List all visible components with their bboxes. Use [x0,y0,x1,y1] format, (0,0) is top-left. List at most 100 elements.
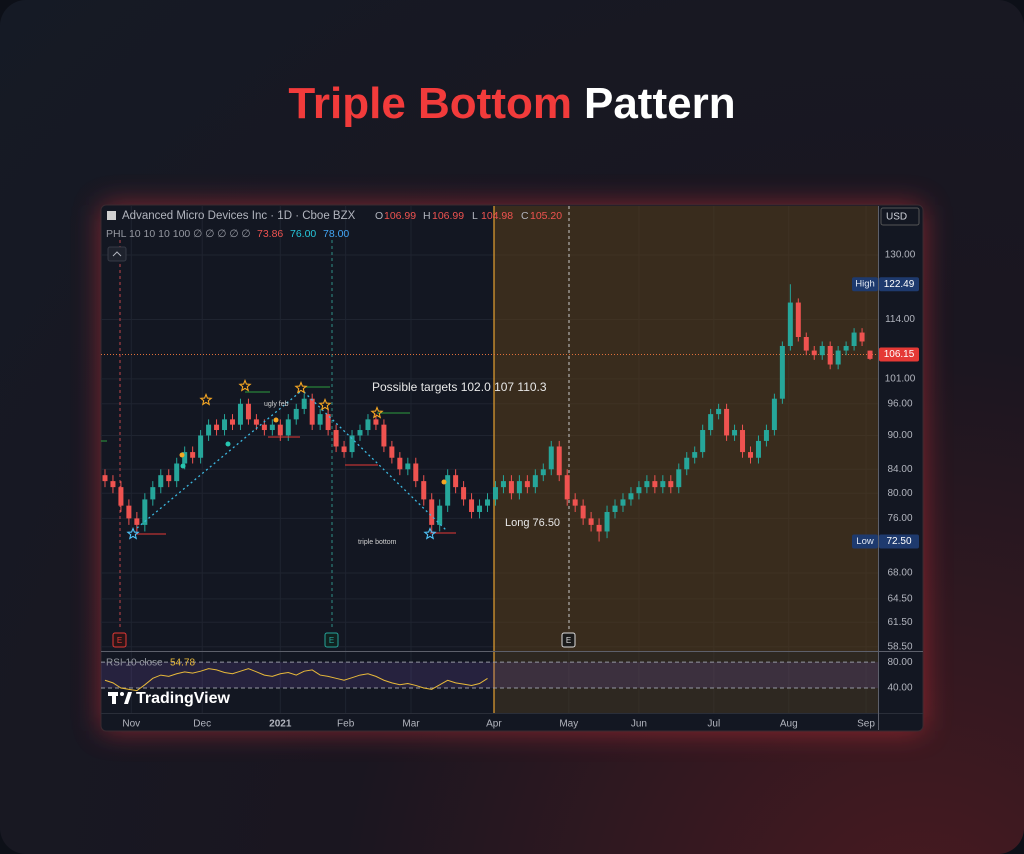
candle-body [732,430,738,436]
last-price-label: 106.15 [884,349,915,360]
candle-body [516,481,522,494]
dot [273,417,279,423]
candle-body [859,332,865,342]
event-label: E [329,636,334,645]
event-marker[interactable] [561,632,576,648]
rsi-tick-label: 40.00 [887,683,912,694]
candle-body [755,440,761,458]
rsi-line [104,668,488,692]
marker-name: High [855,279,875,290]
candle-body [309,398,315,425]
candle-body [110,481,116,488]
marker-box [879,534,919,549]
logo-part [112,692,116,704]
x-tick-label: Apr [486,719,502,730]
indicator-name: PHL 10 10 10 100 ∅ ∅ ∅ ∅ ∅ [106,228,251,240]
candle-body [660,481,666,488]
candle-body [708,414,714,431]
rsi-tick-label: 80.00 [887,657,912,668]
star [199,392,213,406]
candle-body [747,452,753,458]
star [238,378,252,392]
y-tick-label: 96.00 [887,398,912,409]
candle-body [628,493,634,500]
y-tick-label: 114.00 [885,314,915,325]
candle-body [700,430,706,453]
candle-body [485,499,491,506]
candle-body [142,499,148,525]
dot [441,479,447,485]
x-tick-label: Jun [631,719,647,730]
candle-body [500,481,506,488]
annotation: Possible targets 102.0 107 110.3 [372,380,547,394]
candle-body [190,452,196,458]
title-white: Pattern [584,79,736,128]
candle-body [580,505,586,519]
dot [180,463,186,469]
candle-body [174,463,180,482]
star [423,526,437,540]
event-marker[interactable] [112,632,127,648]
x-tick-label: May [559,719,578,730]
candle-body [261,424,267,431]
marker-name: Low [856,536,874,547]
candle-body [421,481,427,500]
annotation: Long 76.50 [505,517,560,529]
candle-body [851,332,857,346]
logo [107,211,116,220]
candle-body [102,475,108,482]
event-marker[interactable] [324,632,339,648]
candle-body [556,446,562,476]
candle-body [126,505,132,519]
candle-body [532,475,538,488]
ohlc-key: C [521,210,529,222]
event-label: E [117,636,122,645]
trend-line [136,391,301,529]
candle-body [524,481,530,488]
candle-body [413,463,419,482]
marks [101,284,878,692]
candle-body [827,345,833,365]
event-label: E [566,636,571,645]
candle-body [182,452,188,464]
candle-body [469,499,475,512]
currency-box[interactable] [880,207,920,226]
candle-body [333,430,339,447]
candle-body [285,419,291,436]
star [294,380,308,394]
ohlc-key: L [472,210,478,222]
ohlc-key: H [423,210,431,222]
candle-body [763,430,769,441]
candle-body [803,336,809,351]
pattern-drawings [101,386,456,535]
candle-body [301,398,307,409]
candle-body [365,419,371,431]
indicator-value: 73.86 [257,228,283,240]
candle-body [795,302,801,337]
star [370,405,384,419]
candle-body [381,424,387,447]
candle-body [245,403,251,420]
marker-label: 72.50 [886,536,911,547]
candle-body [325,414,331,431]
y-tick-label: 58.50 [887,641,912,652]
candle-body [819,345,825,356]
annotation: triple bottom [358,539,397,546]
star [126,526,140,540]
candle-body [214,424,220,431]
candle-body [389,446,395,458]
x-tick-label: Mar [402,719,420,730]
x-tick-label: Jul [707,719,720,730]
candle-body [429,499,435,525]
candle-body [572,499,578,506]
marker-box [879,277,919,292]
candle-body [277,424,283,436]
collapse-button[interactable] [107,246,127,262]
ohlc-value: 106.99 [432,210,464,222]
candle-body [206,424,212,436]
candle-body [229,419,235,425]
x-tick-label: Nov [122,719,140,730]
y-tick-label: 90.00 [887,430,912,441]
candle-body [620,499,626,506]
